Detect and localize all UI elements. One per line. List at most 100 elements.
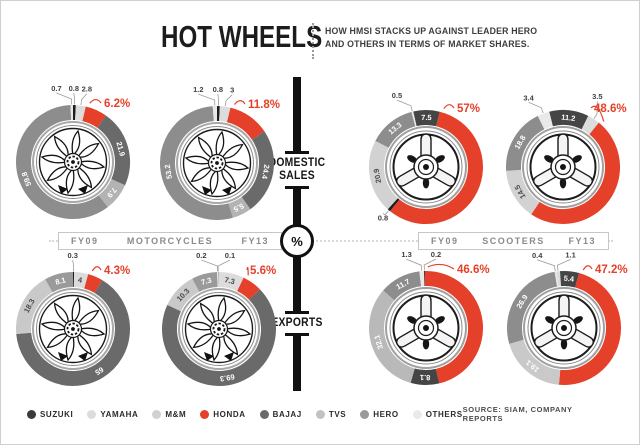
segment-value-label: 21.9 <box>114 141 127 157</box>
callout-leader-line <box>91 266 102 272</box>
honda-share-callout: 6.2% <box>104 98 130 110</box>
segment-honda <box>236 277 260 300</box>
label-leader-line <box>224 94 233 107</box>
segment-suzuki <box>559 271 580 288</box>
segment-bajaj <box>241 131 274 210</box>
legend-label: BAJAJ <box>272 409 302 419</box>
scooter-rim-art <box>385 287 467 369</box>
legend-dot-icon <box>27 409 36 419</box>
segment-honda <box>83 274 103 294</box>
callout-leader-line <box>246 266 249 276</box>
callout-leader-line <box>234 100 246 105</box>
segment-yamaha <box>74 105 86 122</box>
percent-circle: % <box>280 224 314 258</box>
segment-value-label: 0.3 <box>67 251 77 260</box>
segment-value-label: 0.4 <box>532 251 543 260</box>
segment-value-label: 1.2 <box>193 85 203 94</box>
legend-item-suzuki: SUZUKI <box>27 409 74 419</box>
divider-cap-3 <box>285 311 309 314</box>
honda-share-callout: 11.8% <box>248 99 280 111</box>
wheel-chart-motorcycles-exports-fy13: 0.17.35.6%69.310.37.30.2 <box>162 251 276 386</box>
scooters-fy09-label: FY09 <box>431 236 459 246</box>
label-leader-line <box>72 259 75 272</box>
scooter-rim-art <box>522 126 604 208</box>
legend-dot-icon <box>87 409 97 419</box>
legend-label: SUZUKI <box>40 409 74 419</box>
honda-share-callout: 4.3% <box>104 265 130 277</box>
segment-suzuki <box>413 110 440 127</box>
segment-hero <box>159 106 233 220</box>
segment-tvs <box>228 196 251 218</box>
label-leader-line <box>528 101 544 114</box>
segment-value-label: 11.2 <box>561 113 576 123</box>
divider-cap-4 <box>285 333 309 336</box>
segment-hero <box>375 111 416 149</box>
legend-dot-icon <box>412 409 422 419</box>
legend-label: HERO <box>373 409 399 419</box>
segment-tvs <box>509 339 561 385</box>
callout-leader-line <box>427 263 455 270</box>
segment-value-label: 5.5 <box>232 201 245 214</box>
segment-value-label: 69.3 <box>219 372 235 383</box>
segment-yamaha <box>218 106 231 123</box>
honda-share-callout: 47.2% <box>595 264 628 276</box>
honda-share-callout: 5.6% <box>250 265 276 277</box>
legend-item-tvs: TVS <box>315 409 347 419</box>
legend-item-mm: M&M <box>152 409 187 419</box>
segment-value-label: 2.8 <box>82 85 92 94</box>
segment-value-label: 7.5 <box>421 113 432 122</box>
label-leader-line <box>396 99 413 112</box>
divider-cap-1 <box>285 151 309 154</box>
wheel-chart-motorcycles-domestic-fy09: 0.8 2.86.2%21.97.959.80.7 <box>16 84 130 219</box>
divider-bar-2 <box>293 189 301 225</box>
segment-value-label: 8.1 <box>54 275 66 286</box>
segment-value-label: 3 <box>230 86 234 95</box>
segment-hero <box>16 105 108 219</box>
segment-value-label: 24.4 <box>260 164 272 181</box>
label-leader-line <box>382 210 389 216</box>
wheel-motorcycles-domestic-fy09: 0.8 2.8 6.2% 21.9 7.9 59.8 0.7 <box>1 84 151 240</box>
wheel-chart-scooters-domestic-fy13: 11.23.548.6%14.518.83.4 <box>506 92 627 224</box>
footer: SUZUKI YAMAHA M&M HONDA BAJAJ TVS HERO OTHERS S… <box>1 399 639 429</box>
segment-yamaha <box>73 272 89 289</box>
honda-share-callout: 48.6% <box>594 103 627 115</box>
label-leader-line <box>423 258 437 271</box>
segment-value-label: 53.2 <box>163 164 174 180</box>
segment-yamaha <box>581 115 599 135</box>
segment-honda <box>558 273 621 385</box>
scooters-axis-pill: FY09 SCOOTERS FY13 <box>418 232 609 250</box>
wheel-chart-scooters-exports-fy09: 0.246.6%8.132.111.71.3 <box>369 250 490 385</box>
scooter-rim-art <box>385 126 467 208</box>
header-divider <box>312 23 314 59</box>
segment-tvs <box>16 279 53 335</box>
callout-leader-line <box>590 105 605 122</box>
label-leader-line <box>73 92 76 105</box>
segment-suzuki <box>549 110 589 130</box>
honda-share-callout: 57% <box>457 103 480 115</box>
segment-honda <box>389 111 483 224</box>
page-subtitle: HOW HMSI STACKS UP AGAINST LEADER HERO A… <box>325 25 537 51</box>
legend-item-yamaha: YAMAHA <box>87 409 138 419</box>
segment-value-label: 0.8 <box>213 85 223 94</box>
legend-label: TVS <box>328 409 347 419</box>
segment-hero <box>506 115 545 171</box>
honda-share-callout: 46.6% <box>457 264 490 276</box>
segment-value-label: 4 <box>77 275 83 285</box>
segment-value-label: 0.8 <box>69 84 79 93</box>
exports-label: EXPORTS <box>271 317 323 329</box>
segment-honda <box>82 106 106 128</box>
label-leader-line <box>201 259 218 272</box>
wheel-scooters-domestic-fy09: 7.5 57% 0.8 20.9 13.3 0.5 <box>348 89 504 245</box>
legend-item-honda: HONDA <box>200 409 245 419</box>
segment-value-label: 0.1 <box>225 251 235 260</box>
motorcycle-rim-art <box>32 121 114 203</box>
callout-leader-line <box>582 265 593 271</box>
label-leader-line <box>56 92 73 105</box>
segment-tvs <box>369 140 399 210</box>
segment-hero <box>507 271 558 344</box>
segment-value-label: 65 <box>93 365 105 377</box>
legend-label: M&M <box>165 409 187 419</box>
legend-dot-icon <box>259 409 269 419</box>
